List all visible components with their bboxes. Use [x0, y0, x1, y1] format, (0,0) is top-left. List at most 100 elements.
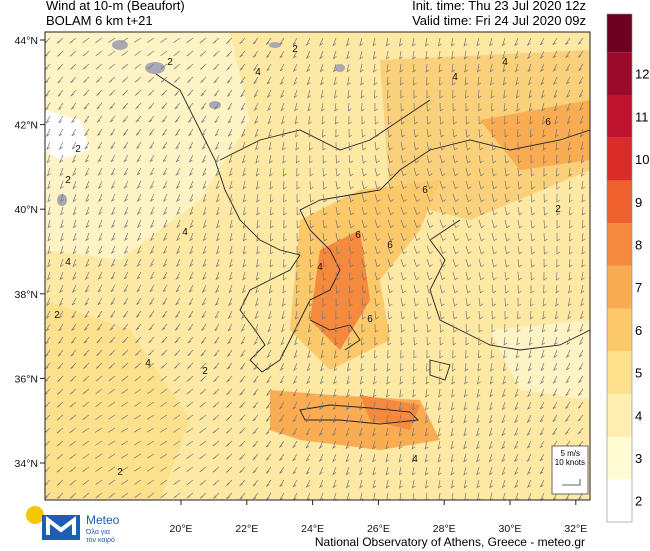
wind-barb [465, 206, 472, 216]
wind-barb [465, 336, 470, 346]
wind-barb [239, 479, 246, 487]
wind-barb [174, 349, 181, 356]
wind-barb [242, 167, 247, 177]
wind-barb [346, 375, 351, 385]
wind-barb [69, 63, 77, 70]
wind-barb [567, 141, 572, 151]
wind-barb [202, 232, 207, 242]
wind-barb [411, 440, 416, 450]
wind-barb [318, 414, 324, 424]
lon-tick-label: 20°E [170, 523, 193, 535]
wind-barb [530, 193, 535, 203]
wind-barb [464, 76, 469, 86]
wind-barb [372, 440, 376, 450]
wind-barb [516, 115, 521, 125]
wind-barb [269, 206, 274, 216]
wind-barb [539, 50, 545, 60]
wind-barb [374, 297, 380, 307]
wind-barb [321, 128, 326, 138]
wind-barb [426, 128, 432, 138]
wind-barb [136, 193, 142, 203]
wind-barb [387, 115, 392, 125]
wind-barb [162, 167, 168, 176]
wind-barb [202, 206, 207, 216]
wind-barb [200, 349, 207, 357]
wind-barb [359, 63, 364, 73]
wind-barb [530, 232, 536, 242]
wind-barb [501, 50, 506, 60]
wind-barb [108, 453, 116, 459]
wind-barb [269, 258, 274, 268]
wind-barb [56, 388, 64, 395]
wind-barb [361, 102, 365, 112]
wind-barb [109, 323, 116, 331]
wind-barb [305, 479, 311, 489]
wind-barb [72, 180, 77, 190]
wind-barb [477, 362, 482, 372]
wind-barb [97, 284, 103, 293]
wind-barb [252, 479, 259, 487]
wind-barb [332, 453, 337, 463]
colorbar-swatch [607, 52, 632, 95]
wind-barb [438, 388, 442, 398]
wind-barb [240, 89, 246, 97]
wind-barb [374, 180, 381, 190]
wind-barb [386, 50, 390, 60]
wind-barb [530, 258, 535, 268]
wind-barb [83, 336, 90, 344]
wind-barb [554, 115, 559, 125]
wind-barb [95, 427, 103, 433]
colorbar-swatch [607, 223, 632, 266]
wind-barb [71, 141, 77, 150]
wind-barb [400, 154, 407, 164]
wind-barb [149, 167, 155, 176]
wind-barb [529, 128, 534, 138]
wind-barb [82, 492, 90, 499]
wind-barb [309, 154, 313, 164]
wind-barb [400, 167, 407, 177]
wind-barb [187, 362, 194, 369]
wind-barb [173, 76, 181, 83]
wind-barb [385, 453, 390, 463]
wind-barb [110, 206, 116, 216]
wind-barb [148, 323, 155, 331]
contour-label: 4 [412, 454, 418, 465]
wind-barb [256, 193, 260, 203]
wind-barb [439, 206, 447, 216]
wind-barb [452, 128, 458, 138]
wind-barb [322, 167, 327, 177]
wind-barb [60, 219, 64, 229]
wind-barb [213, 362, 220, 370]
wind-barb [108, 414, 116, 420]
wind-barb [147, 89, 155, 96]
wind-barb [268, 297, 273, 307]
wind-barb [526, 479, 532, 489]
wind-barb [110, 167, 116, 176]
wind-barb [47, 219, 52, 229]
wind-barb [56, 466, 64, 473]
wind-barb [437, 427, 442, 437]
wind-barb [360, 362, 364, 372]
wind-barb [556, 193, 561, 203]
wind-barb [254, 128, 259, 138]
wind-barb [186, 375, 194, 382]
wind-barb [335, 141, 340, 151]
wind-barb [281, 128, 286, 138]
wind-barb [579, 115, 584, 125]
wind-barb [387, 232, 394, 242]
wind-barb [294, 115, 299, 125]
wind-barb [439, 349, 444, 359]
wind-barb [228, 284, 233, 294]
wind-barb [255, 154, 260, 164]
wind-barb [149, 258, 155, 268]
wind-barb [253, 115, 259, 125]
wind-barb [413, 310, 419, 320]
wind-barb [578, 63, 584, 71]
wind-barb [283, 232, 287, 242]
wind-barb [450, 479, 455, 489]
wind-barb [109, 89, 116, 96]
wind-barb [110, 232, 116, 242]
wind-barb [568, 271, 573, 281]
wind-barb [527, 63, 532, 73]
wind-barb [321, 310, 326, 320]
